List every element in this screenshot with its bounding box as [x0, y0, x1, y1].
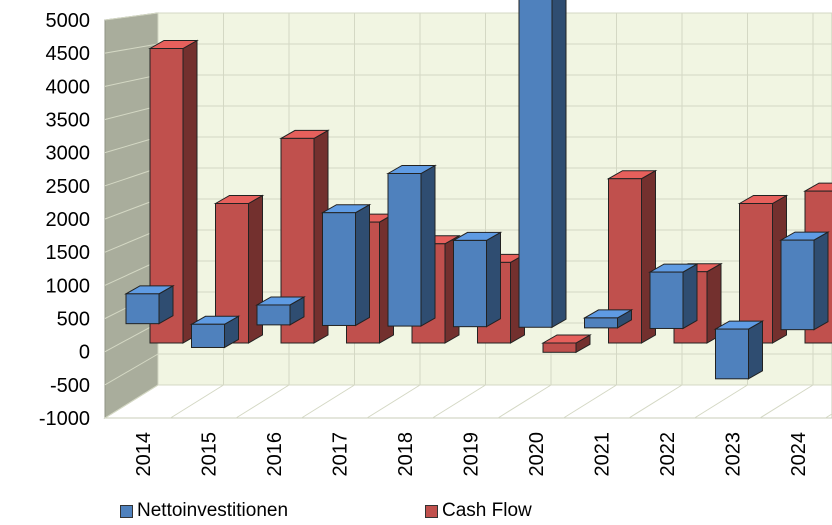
x-tick-label: 2020	[526, 432, 548, 477]
bar-nettoinvestitionen-2022-side	[682, 263, 698, 330]
gridline-side	[104, 167, 159, 187]
gridline-side	[104, 322, 159, 353]
bar-cash-flow-2020	[541, 334, 592, 354]
bar-nettoinvestitionen-2020-front	[518, 0, 553, 328]
gridline-floor	[170, 384, 224, 419]
y-tick-label: 5000	[46, 10, 91, 32]
gridline-side	[104, 198, 159, 220]
y-tick-label: 500	[57, 309, 90, 331]
gridline-side	[104, 136, 159, 154]
y-tick-label: 2000	[46, 209, 91, 231]
bar-nettoinvestitionen-2018-side	[420, 164, 436, 327]
gridline-side	[104, 12, 159, 21]
bar-nettoinvestitionen-2017	[320, 203, 372, 327]
x-tick-label: 2023	[723, 432, 745, 477]
bar-nettoinvestitionen-2022	[648, 263, 699, 330]
bar-cash-flow-2020-front	[542, 342, 577, 353]
x-axis-tick-labels: 2014 2015 2016 2017 2018 2019 2020 2021 2022 2023…	[133, 432, 810, 477]
gridline-floor	[432, 384, 486, 419]
bar-nettoinvestitionen-2019-front	[453, 239, 487, 328]
x-tick-label: 2018	[395, 432, 417, 477]
floor	[103, 384, 832, 419]
x-tick-label: 2019	[461, 432, 483, 477]
y-tick-label: 3500	[46, 110, 91, 132]
y-tick-label: 1500	[46, 242, 91, 264]
y-tick-label: 3000	[46, 143, 91, 165]
gridline-side	[104, 105, 159, 120]
gridline-side	[104, 229, 159, 253]
legend-label-nettoinvestitionen: Nettoinvestitionen	[137, 500, 289, 521]
bar-cash-flow-2014	[148, 39, 199, 344]
bar-nettoinvestitionen-2019-side	[486, 231, 501, 328]
y-tick-label: 2500	[46, 176, 91, 198]
bar-nettoinvestitionen-2024-side	[813, 231, 829, 331]
bar-nettoinvestitionen-2020-side	[551, 0, 567, 329]
x-tick-label: 2014	[133, 432, 155, 477]
gridline-side	[104, 260, 159, 286]
bar-nettoinvestitionen-2016-front	[256, 304, 291, 326]
bar-cash-flow-2014-side	[182, 39, 198, 344]
gridline-side	[104, 74, 159, 87]
gridline-side	[104, 353, 159, 386]
y-tick-label: 4000	[46, 76, 91, 98]
legend-item-nettoinvestitionen: Nettoinvestitionen	[120, 500, 288, 522]
legend: Nettoinvestitionen Cash Flow	[120, 500, 820, 524]
gridline-floor	[497, 384, 552, 419]
gridline-floor	[563, 384, 617, 419]
y-tick-label: -1000	[39, 408, 90, 430]
bar-nettoinvestitionen-2022-front	[649, 271, 684, 329]
bar-nettoinvestitionen-2023-front	[715, 328, 749, 380]
bar-nettoinvestitionen-2015-front	[191, 323, 225, 348]
bar-nettoinvestitionen-2021-front	[584, 317, 618, 329]
bar-nettoinvestitionen-2018-front	[387, 173, 422, 327]
gridline-floor	[104, 384, 159, 419]
gridline-floor	[628, 384, 683, 419]
gridline-floor	[694, 384, 748, 419]
bar-nettoinvestitionen-2024-front	[780, 239, 815, 331]
bar-nettoinvestitionen-2019	[451, 231, 503, 328]
x-tick-label: 2016	[264, 432, 286, 477]
legend-swatch-cash-flow	[425, 504, 438, 518]
gridline-floor	[366, 384, 421, 419]
gridline-floor	[301, 384, 355, 419]
legend-item-cash-flow: Cash Flow	[425, 500, 532, 522]
bar-nettoinvestitionen-2018	[386, 164, 437, 327]
x-tick-label: 2022	[657, 432, 679, 477]
bar-nettoinvestitionen-2014	[124, 284, 175, 325]
gridline-side	[104, 43, 159, 54]
bar-nettoinvestitionen-2017-side	[355, 203, 370, 327]
bar-nettoinvestitionen-2015	[189, 315, 241, 349]
x-tick-label: 2017	[330, 432, 352, 477]
x-tick-label: 2024	[788, 432, 810, 477]
bar-nettoinvestitionen-2023	[713, 320, 765, 380]
legend-swatch-nettoinvestitionen	[120, 504, 133, 518]
y-axis-tick-labels: 5000450040003500300025002000150010005000…	[39, 10, 90, 430]
y-tick-label: 1000	[46, 275, 91, 297]
x-tick-label: 2021	[592, 432, 614, 477]
bars	[124, 0, 832, 380]
bar-nettoinvestitionen-2020	[518, 0, 567, 329]
y-tick-label: -500	[50, 375, 90, 397]
gridline-floor	[759, 384, 814, 419]
bar-nettoinvestitionen-2024	[779, 231, 830, 331]
y-tick-label: 4500	[46, 43, 91, 65]
x-tick-label: 2015	[199, 432, 221, 477]
gridline-floor	[235, 384, 290, 419]
bar-nettoinvestitionen-2017-front	[322, 212, 356, 326]
bar-nettoinvestitionen-2016	[255, 296, 306, 326]
bar-nettoinvestitionen-2014-front	[125, 293, 160, 325]
y-tick-label: 0	[79, 342, 90, 364]
legend-label-cash-flow: Cash Flow	[442, 500, 532, 521]
bar-nettoinvestitionen-2021	[582, 309, 634, 329]
bar-nettoinvestitionen-2023-side	[748, 320, 763, 380]
